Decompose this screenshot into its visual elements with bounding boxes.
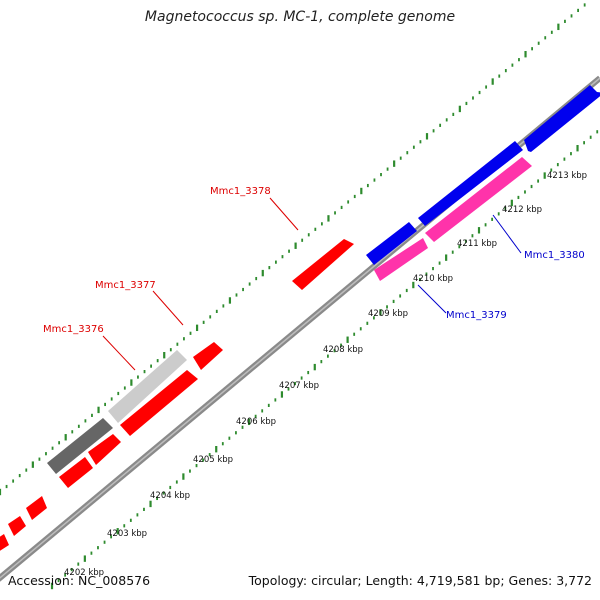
leader-mmc1-3379 (417, 284, 447, 314)
gene-blue-top-arrow[interactable] (524, 85, 600, 152)
gene-red-mid-a[interactable] (88, 434, 121, 465)
gene-red-mid-b[interactable] (59, 457, 93, 488)
leader-mmc1-3377 (152, 290, 184, 326)
gene-label-mmc1-3379: Mmc1_3379 (446, 310, 507, 321)
scale-label-partial: 4202 kbp (64, 568, 104, 578)
gene-mmc1-3378[interactable] (292, 239, 354, 290)
scale-label: 4207 kbp (279, 381, 319, 391)
accession-text: Accession: NC_008576 (8, 573, 151, 588)
gene-label-mmc1-3378: Mmc1_3378 (210, 186, 271, 197)
scale-label: 4208 kbp (323, 345, 363, 355)
outer-tick-ring (0, 3, 586, 496)
gene-blue-long[interactable] (418, 141, 523, 226)
scale-label: 4210 kbp (413, 274, 453, 284)
gene-dark-gray[interactable] (47, 418, 113, 474)
gene-red-lower-a[interactable] (26, 496, 47, 520)
gene-pink-short[interactable] (374, 238, 428, 281)
scale-label: 4205 kbp (193, 455, 233, 465)
scale-label: 4206 kbp (236, 417, 276, 427)
gene-red-small-upper[interactable] (193, 342, 223, 370)
leader-mmc1-3380 (492, 214, 522, 254)
gene-light-gray[interactable] (108, 350, 187, 423)
gene-label-mmc1-3377: Mmc1_3377 (95, 280, 156, 291)
gene-label-mmc1-3380: Mmc1_3380 (524, 250, 585, 261)
map-title: Magnetococcus sp. MC-1, complete genome (144, 9, 456, 25)
gene-label-mmc1-3376: Mmc1_3376 (43, 324, 104, 335)
inner-tick-ring (50, 130, 599, 590)
label-leader-lines (102, 197, 522, 371)
scale-label: 4212 kbp (502, 205, 542, 215)
gene-red-long[interactable] (120, 370, 198, 436)
scale-label: 4204 kbp (150, 491, 190, 501)
leader-mmc1-3376 (102, 335, 136, 371)
gene-red-lower-b[interactable] (8, 516, 26, 536)
scale-labels: 4203 kbp 4204 kbp 4205 kbp 4206 kbp 4207… (64, 171, 587, 578)
genome-summary-text: Topology: circular; Length: 4,719,581 bp… (248, 573, 592, 588)
scale-label: 4213 kbp (547, 171, 587, 181)
gene-red-lower-c[interactable] (0, 534, 9, 552)
scale-label: 4203 kbp (107, 529, 147, 539)
gene-features (0, 85, 600, 552)
scale-label: 4209 kbp (368, 309, 408, 319)
gene-labels: Mmc1_3378 Mmc1_3377 Mmc1_3376 Mmc1_3380 … (43, 186, 585, 335)
gene-pink-long[interactable] (425, 157, 532, 242)
leader-mmc1-3378 (269, 197, 299, 231)
scale-label: 4211 kbp (457, 239, 497, 249)
gene-blue-short[interactable] (366, 222, 417, 265)
